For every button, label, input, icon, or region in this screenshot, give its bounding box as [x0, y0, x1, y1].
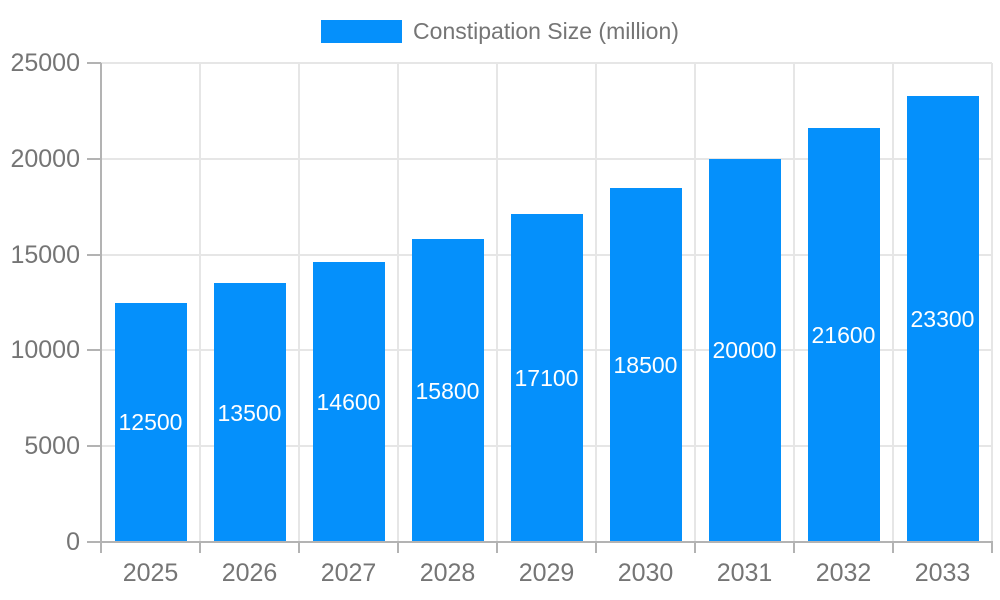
x-gridline — [991, 63, 993, 542]
y-tick — [87, 157, 101, 160]
legend-label: Constipation Size (million) — [413, 17, 679, 44]
x-tick-label: 2027 — [320, 559, 377, 587]
y-gridline — [101, 62, 992, 64]
x-gridline — [298, 63, 300, 542]
x-gridline — [595, 63, 597, 542]
x-tick — [595, 542, 597, 553]
x-tick-label: 2029 — [518, 559, 575, 587]
y-tick-label: 20000 — [10, 144, 80, 173]
bar-value-label: 15800 — [415, 377, 480, 404]
bar[interactable] — [411, 239, 484, 542]
x-tick — [496, 542, 498, 553]
bar[interactable] — [312, 262, 385, 542]
x-axis-line — [100, 541, 993, 543]
bar[interactable] — [213, 283, 286, 542]
bar[interactable] — [708, 158, 781, 542]
x-tick — [892, 542, 894, 553]
x-tick-label: 2030 — [617, 559, 674, 587]
x-tick — [793, 542, 795, 553]
x-gridline — [694, 63, 696, 542]
bar-value-label: 21600 — [811, 322, 876, 349]
bar[interactable] — [906, 95, 979, 542]
bar-value-label: 20000 — [712, 337, 777, 364]
y-tick — [87, 541, 101, 543]
y-tick-label: 15000 — [10, 240, 80, 269]
y-tick-label: 5000 — [24, 432, 80, 461]
bar-value-label: 17100 — [514, 365, 579, 392]
y-tick — [87, 62, 101, 64]
x-tick-label: 2033 — [914, 559, 971, 587]
x-gridline — [199, 63, 201, 542]
x-tick-label: 2028 — [419, 559, 476, 587]
bar[interactable] — [114, 302, 187, 542]
bar-value-label: 18500 — [613, 351, 678, 378]
bar[interactable] — [807, 128, 880, 542]
x-gridline — [397, 63, 399, 542]
x-tick-label: 2032 — [815, 559, 872, 587]
y-tick — [87, 445, 101, 448]
bar[interactable] — [510, 214, 583, 542]
x-tick-label: 2026 — [221, 559, 278, 587]
y-gridline — [101, 157, 992, 160]
legend-swatch — [321, 19, 403, 43]
y-tick — [87, 253, 101, 256]
x-tick-label: 2031 — [716, 559, 773, 587]
x-gridline — [892, 63, 894, 542]
y-tick-label: 10000 — [10, 336, 80, 365]
x-tick — [298, 542, 300, 553]
y-tick — [87, 349, 101, 352]
y-axis-line — [100, 63, 102, 543]
bar-value-label: 14600 — [316, 389, 381, 416]
x-tick — [694, 542, 696, 553]
y-tick-label: 0 — [66, 528, 80, 556]
x-tick — [991, 542, 993, 553]
x-tick — [199, 542, 201, 553]
bar-value-label: 23300 — [910, 305, 975, 332]
bar-value-label: 12500 — [118, 409, 183, 436]
x-gridline — [793, 63, 795, 542]
x-gridline — [496, 63, 498, 542]
bar-value-label: 13500 — [217, 399, 282, 426]
x-tick-label: 2025 — [122, 559, 179, 587]
x-tick — [100, 542, 102, 553]
x-tick — [397, 542, 399, 553]
chart-legend[interactable]: Constipation Size (million) — [0, 13, 1000, 49]
bar[interactable] — [609, 187, 682, 542]
y-tick-label: 25000 — [10, 49, 80, 77]
